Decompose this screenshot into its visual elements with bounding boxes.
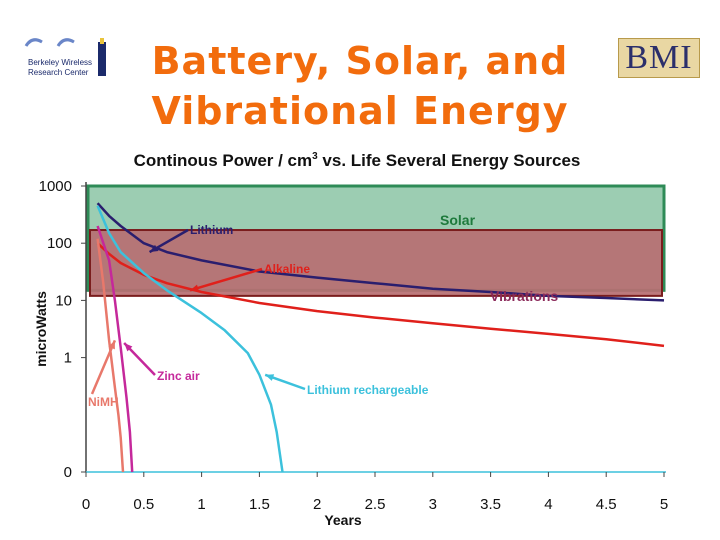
solar-label: Solar [440,212,476,228]
x-tick-label: 3 [429,496,437,513]
logo-left-line2: Research Center [28,68,89,77]
chart-title-main: Continous Power / cm [134,151,313,170]
title-line-1: Battery, Solar, and [151,39,569,83]
logo-mark-icon [24,38,106,76]
nimh-label: NiMH [88,395,119,409]
series-lithium-rechargeable-line [96,205,284,473]
x-tick-label: 4.5 [596,496,617,513]
lithium-rechargeable-label: Lithium rechargeable [307,383,429,397]
alkaline-arrowhead [190,284,199,292]
slide-title: Battery, Solar, and Vibrational Energy [100,36,620,136]
series-nimh-line [96,238,125,473]
lithium-label: Lithium [190,223,233,237]
nimh-arrow [90,339,117,395]
title-line-2: Vibrational Energy [151,89,569,133]
vibrations-region [89,229,663,297]
series-alkaline-line [96,242,665,348]
alkaline-label: Alkaline [264,262,310,276]
logo-left-line1: Berkeley Wireless [28,58,93,67]
chart-regions [86,184,666,297]
y-tick-label: 0 [64,464,72,481]
x-tick-label: 2.5 [365,496,386,513]
lithium-arrowhead [149,244,159,253]
bmi-logo: BMI [618,38,700,78]
zinc-air-arrowhead [124,342,133,352]
x-tick-label: 0 [82,496,90,513]
chart-labels: Solar Vibrations Lithium Alkaline Zinc air Ni… [88,212,558,409]
y-tick-label: 10 [55,292,72,309]
x-tick-label: 4 [544,496,552,513]
chart-axes: 0 0.5 1 1.5 2 2.5 3 3.5 4 4.5 5 0 1 10 100 1000 [39,178,669,513]
x-tick-label: 1 [197,496,205,513]
alkaline-arrow [189,267,263,292]
x-axis-label: Years [324,512,362,528]
vibrations-label: Vibrations [490,288,558,304]
y-tick-label: 1000 [39,178,72,195]
chart-title-rest: vs. Life Several Energy Sources [318,151,581,170]
chart-title-sup: 3 [312,151,318,162]
x-tick-label: 2 [313,496,321,513]
chart-series [96,202,665,473]
chart-title: Continous Power / cm3 vs. Life Several E… [134,151,581,170]
lithium-rechargeable-arrowhead [265,374,275,381]
series-zinc-air-line [96,225,134,473]
nimh-arrowhead [108,340,115,350]
x-tick-label: 0.5 [133,496,154,513]
zinc-air-label: Zinc air [157,369,200,383]
y-tick-label: 1 [64,350,72,367]
y-tick-label: 100 [47,235,72,252]
y-axis-label: microWatts [33,291,49,367]
x-tick-label: 3.5 [480,496,501,513]
x-tick-label: 1.5 [249,496,270,513]
bmi-logo-text: BMI [625,39,693,76]
berkeley-wireless-logo: Berkeley Wireless Research Center [18,36,110,84]
series-lithium-line [96,202,665,302]
x-tick-label: 5 [660,496,668,513]
